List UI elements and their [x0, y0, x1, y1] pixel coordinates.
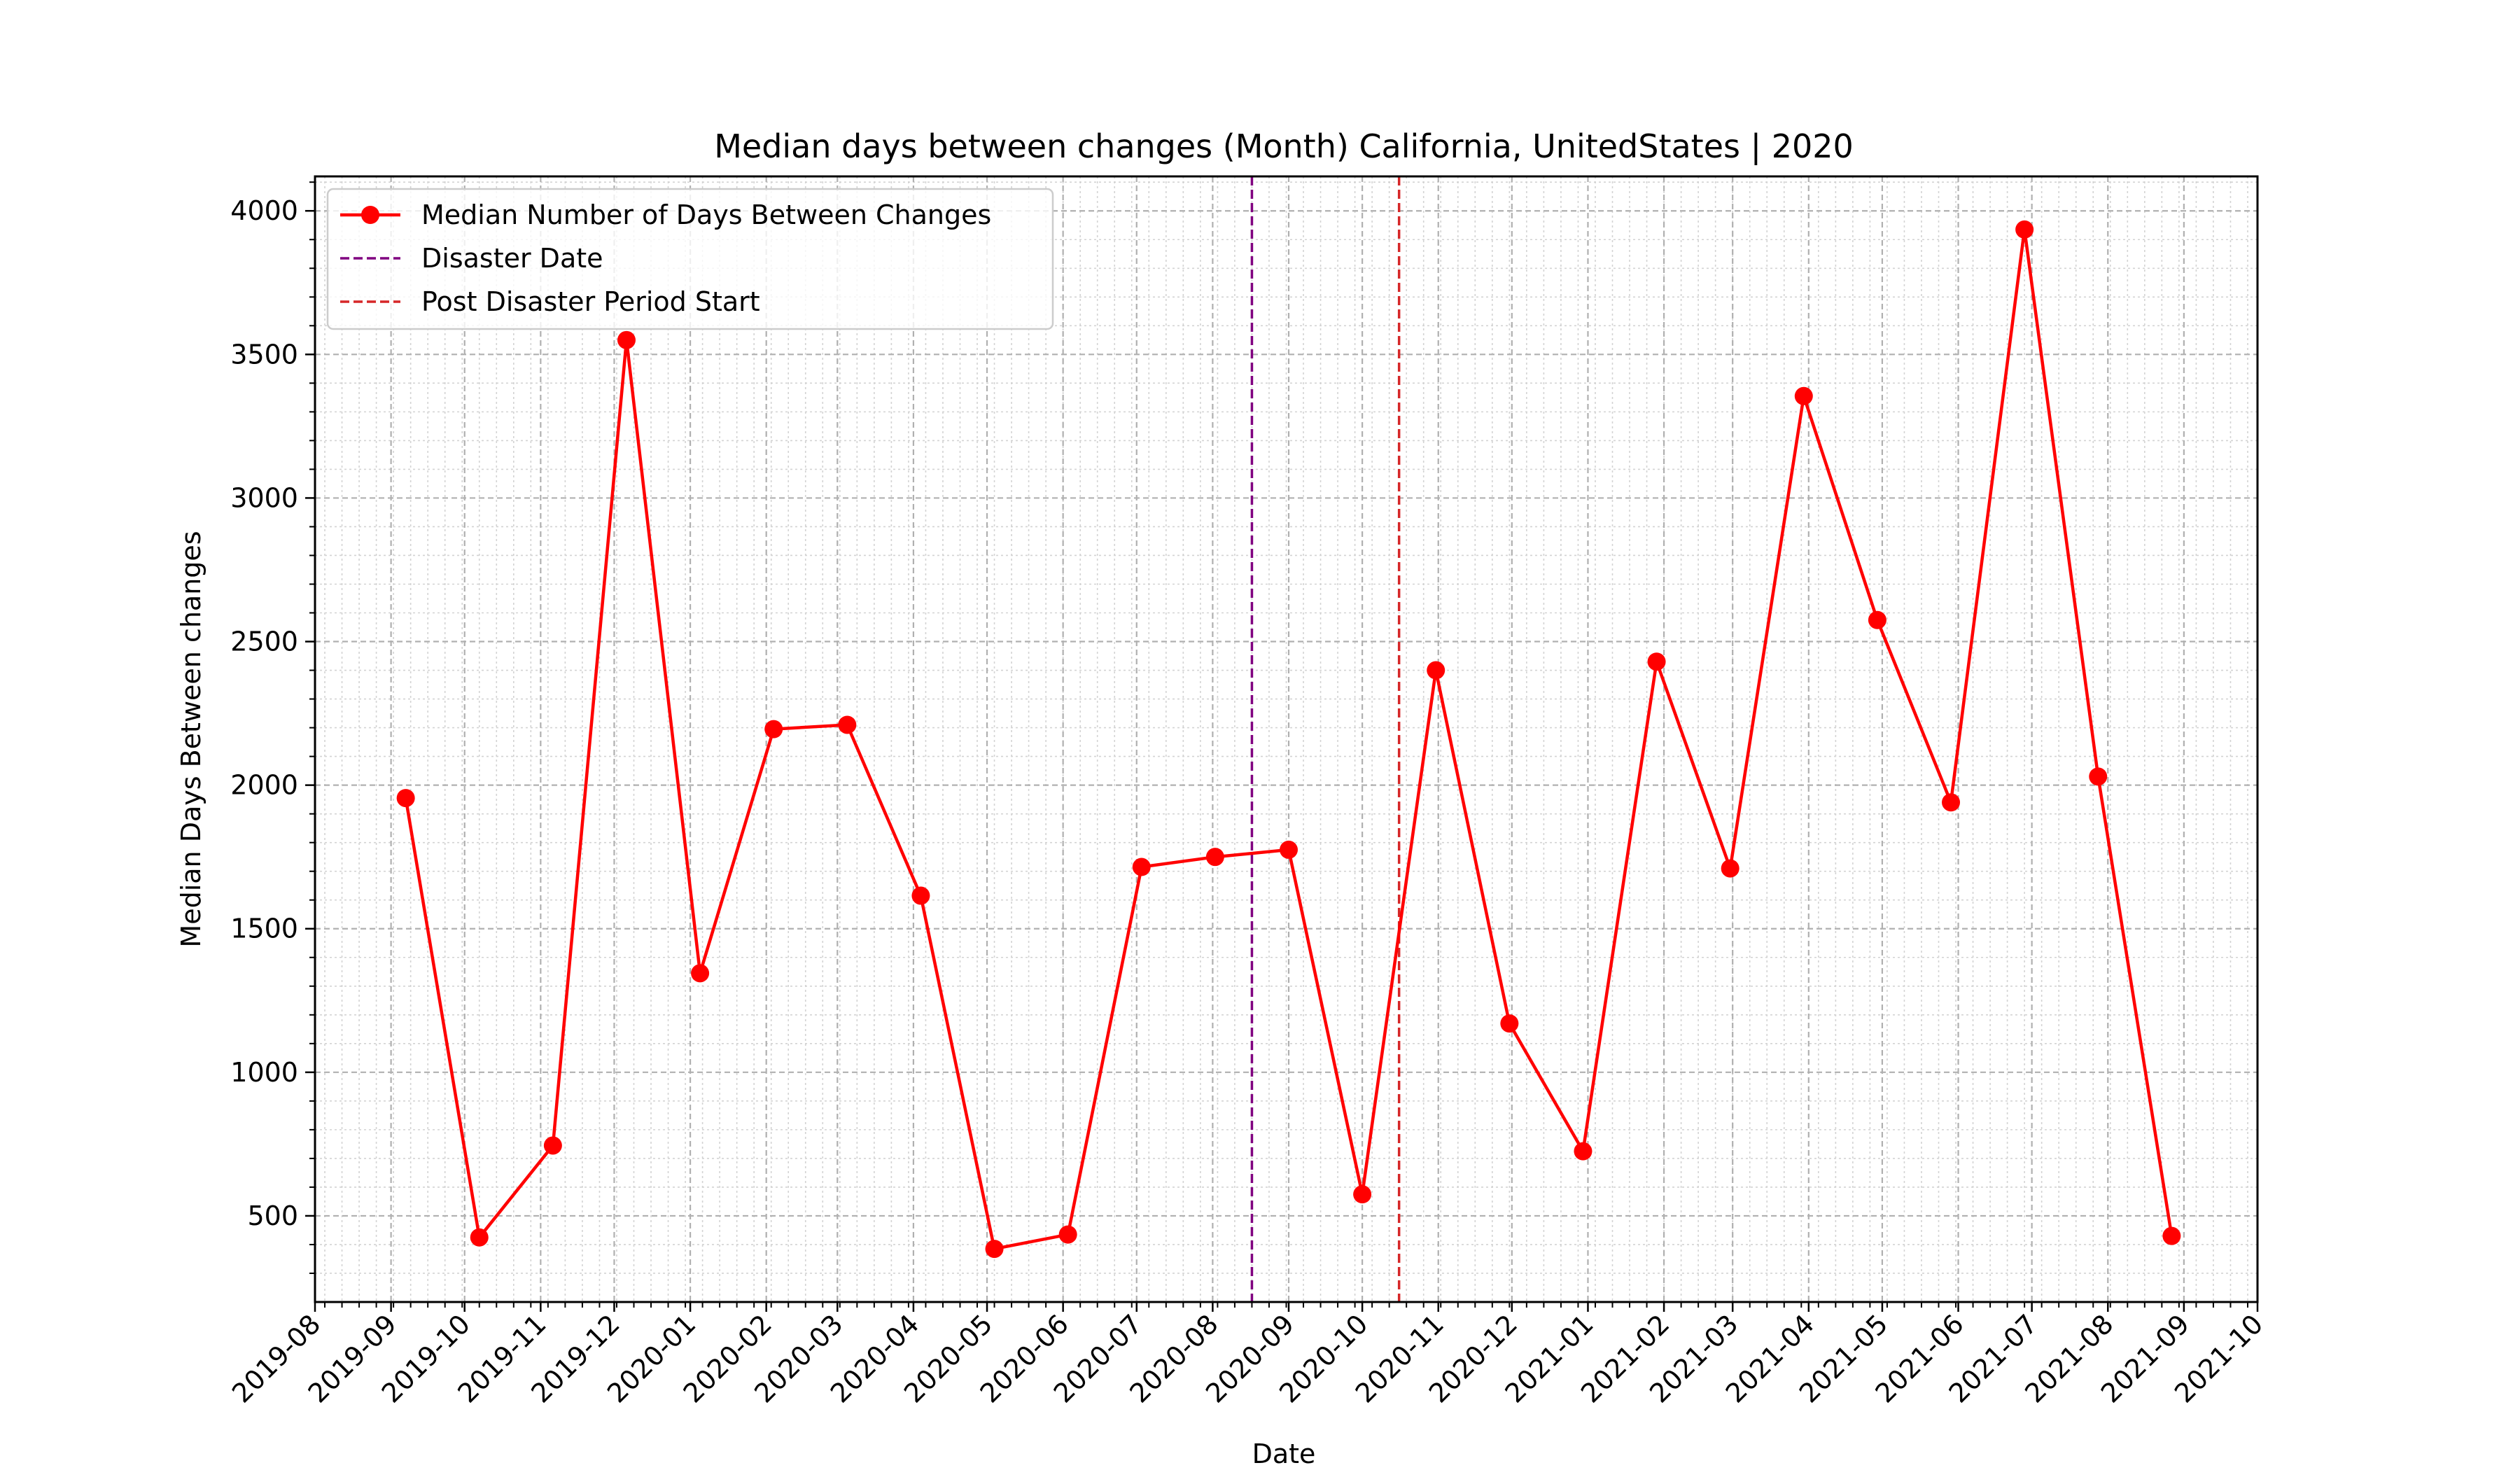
y-tick-label: 3500 — [230, 339, 298, 370]
data-point — [1500, 1014, 1519, 1033]
y-tick-label: 2000 — [230, 770, 298, 801]
x-axis-label: Date — [1252, 1438, 1316, 1469]
data-point — [691, 964, 710, 983]
y-tick-label: 4000 — [230, 195, 298, 226]
y-tick-label: 500 — [247, 1200, 298, 1231]
data-point — [985, 1240, 1004, 1259]
data-point — [1353, 1185, 1372, 1204]
data-point — [1132, 858, 1151, 876]
legend-marker-sample — [361, 206, 379, 224]
y-tick-label: 3000 — [230, 482, 298, 513]
y-axis-label: Median Days Between changes — [176, 531, 206, 947]
grid-lines — [314, 176, 2259, 1302]
data-point — [1574, 1142, 1592, 1161]
data-point — [838, 715, 857, 734]
y-tick-label: 2500 — [230, 626, 298, 657]
data-point — [1058, 1225, 1077, 1244]
data-point — [2162, 1226, 2181, 1245]
legend-label-series: Median Number of Days Between Changes — [421, 200, 991, 230]
legend-box — [326, 188, 1054, 330]
y-tick-label: 1500 — [230, 913, 298, 944]
legend-label-post-disaster: Post Disaster Period Start — [421, 286, 760, 317]
data-point — [1647, 652, 1666, 671]
data-point — [470, 1228, 489, 1247]
data-point — [2089, 767, 2108, 786]
reference-lines — [1250, 176, 1401, 1302]
legend: Median Number of Days Between Changes Di… — [326, 188, 1054, 330]
legend-label-disaster: Disaster Date — [421, 243, 603, 274]
data-point — [1427, 661, 1446, 680]
y-axis: 500 1000 1500 2000 2500 3000 3500 4000 — [230, 181, 315, 1274]
data-point — [1721, 859, 1740, 878]
data-point — [1942, 793, 1961, 812]
data-point — [764, 720, 783, 738]
data-point — [1205, 848, 1224, 867]
data-point — [1868, 610, 1886, 629]
data-point — [617, 330, 636, 349]
series-layer — [396, 220, 2181, 1259]
data-point — [1280, 840, 1298, 859]
data-point — [2015, 220, 2034, 239]
data-point — [543, 1136, 562, 1155]
y-tick-label: 1000 — [230, 1057, 298, 1088]
data-point — [911, 886, 930, 905]
chart-title: Median days between changes (Month) Cali… — [714, 127, 1854, 166]
data-point — [396, 789, 415, 808]
data-point — [1794, 386, 1813, 405]
